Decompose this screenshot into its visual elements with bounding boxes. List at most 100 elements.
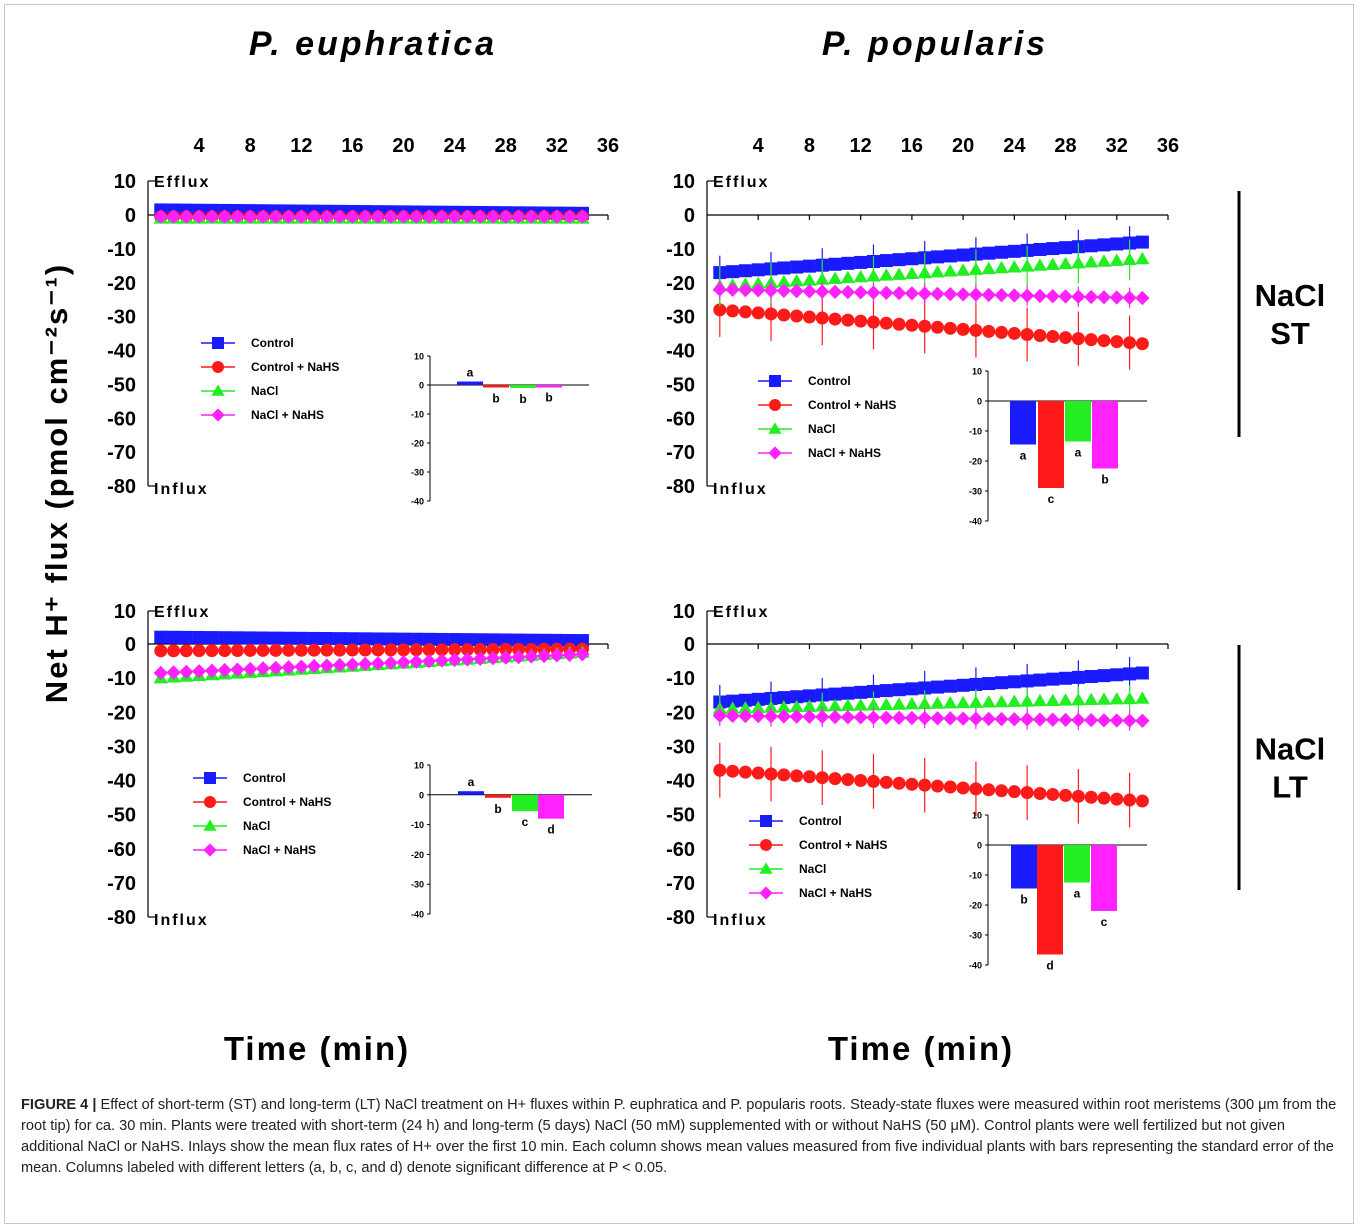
legend-marker (769, 375, 781, 387)
data-point-square (1084, 670, 1098, 684)
data-point-triangle (866, 269, 881, 282)
data-point-diamond (396, 655, 411, 670)
row-label-line2-1: LT (1272, 770, 1308, 805)
data-point-square (892, 253, 906, 267)
data-point-circle (764, 307, 778, 321)
data-point-triangle (789, 274, 804, 287)
data-point-diamond (751, 283, 766, 298)
inset-y-tick-label: -10 (411, 820, 424, 830)
data-point-circle (384, 643, 398, 657)
data-point-circle (751, 766, 765, 780)
data-point-diamond (751, 708, 766, 724)
inset-y-tick-label: 0 (419, 790, 424, 800)
inset-y-tick-label: 10 (414, 352, 424, 362)
data-point-square (1071, 670, 1085, 684)
data-point-triangle (955, 695, 971, 709)
data-point-square (256, 631, 270, 645)
data-point-circle (854, 774, 868, 787)
data-point-diamond (498, 650, 513, 665)
data-point-circle (179, 644, 193, 658)
y-tick-label: -70 (666, 873, 695, 895)
data-point-diamond (1071, 289, 1086, 304)
data-point-diamond (943, 711, 958, 726)
data-point-square (1110, 237, 1124, 251)
data-point-circle (358, 643, 372, 657)
data-point-diamond (879, 285, 894, 301)
data-point-circle (982, 324, 996, 338)
data-point-diamond (802, 709, 817, 724)
data-point-diamond (1122, 713, 1137, 728)
data-point-diamond (575, 647, 590, 662)
data-point-diamond (776, 709, 791, 724)
data-point-circle (956, 322, 970, 336)
data-point-triangle (815, 272, 830, 285)
data-point-diamond (1019, 712, 1035, 727)
inset-bar-letter: d (1046, 959, 1053, 973)
y-tick-label: -50 (666, 805, 695, 827)
data-point-diamond (1096, 290, 1112, 305)
data-point-triangle (1096, 692, 1112, 705)
inset-y-tick-label: -40 (969, 961, 982, 971)
data-point-circle (866, 315, 880, 329)
legend-marker (759, 886, 773, 900)
inset-bar (1011, 845, 1037, 889)
legend-label: Control (808, 374, 851, 388)
data-point-diamond (955, 711, 971, 726)
row-label-line1-1: NaCl (1255, 732, 1326, 767)
data-point-triangle (738, 701, 753, 714)
data-point-diamond (853, 710, 868, 725)
data-point-square (154, 630, 168, 644)
data-point-diamond (904, 286, 920, 301)
data-point-triangle (751, 700, 766, 714)
data-point-diamond (332, 209, 347, 224)
data-point-triangle (1084, 692, 1099, 706)
data-point-diamond (1135, 290, 1150, 306)
data-point-circle (892, 776, 906, 790)
data-point-diamond (153, 665, 168, 681)
data-point-diamond (460, 209, 475, 224)
data-point-triangle (815, 699, 830, 712)
data-point-diamond (1045, 289, 1060, 304)
data-point-circle (841, 773, 855, 787)
legend-label: NaCl (243, 819, 270, 833)
x-tick-label: 16 (901, 135, 923, 157)
data-point-diamond (409, 654, 424, 669)
species-title-euphratica: P. euphratica (249, 25, 497, 63)
data-point-diamond (409, 209, 424, 224)
data-point-diamond (725, 708, 740, 723)
caption-lead: FIGURE 4 | (21, 1097, 97, 1113)
inset-bar-letter: c (522, 815, 529, 829)
inset-bar-letter: c (1048, 492, 1055, 506)
data-point-circle (448, 643, 462, 657)
data-point-triangle (891, 267, 907, 280)
data-point-diamond (421, 209, 437, 224)
data-point-square (230, 631, 244, 645)
data-point-square (969, 677, 983, 691)
data-point-square (738, 264, 752, 278)
data-point-diamond (827, 709, 843, 725)
data-point-diamond (473, 651, 488, 666)
data-point-diamond (1109, 290, 1124, 305)
influx-label: Influx (154, 912, 209, 929)
x-axis-label-right: Time (min) (828, 1030, 1014, 1067)
y-tick-label: -50 (107, 374, 136, 396)
inset-bar-letter: a (1020, 449, 1027, 463)
data-point-diamond (1032, 712, 1048, 727)
data-point-circle (371, 643, 385, 657)
data-point-diamond (243, 661, 258, 677)
data-point-diamond (968, 711, 984, 726)
data-point-diamond (268, 660, 283, 676)
data-point-circle (790, 309, 804, 323)
inset-bar-letter: b (492, 391, 499, 405)
data-point-diamond (891, 285, 907, 301)
inset-y-tick-label: -10 (969, 427, 982, 437)
data-point-diamond (485, 651, 501, 666)
data-point-square (956, 678, 970, 692)
data-point-triangle (776, 274, 791, 288)
data-point-triangle (1135, 691, 1150, 704)
data-point-triangle (853, 269, 868, 283)
data-point-diamond (815, 709, 830, 725)
data-point-diamond (345, 209, 360, 224)
influx-label: Influx (154, 481, 209, 498)
data-point-triangle (802, 699, 817, 712)
